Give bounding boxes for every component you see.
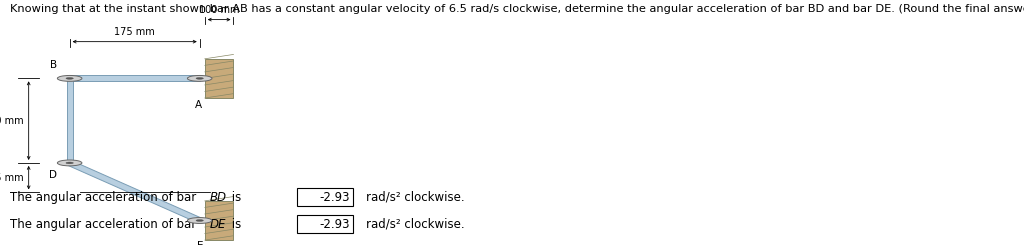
Text: rad/s² clockwise.: rad/s² clockwise. [366, 191, 464, 204]
Text: E: E [197, 241, 203, 245]
Text: 100 mm: 100 mm [199, 5, 240, 15]
Bar [297, 215, 353, 233]
Text: 75 mm: 75 mm [0, 173, 24, 183]
Text: BD: BD [210, 191, 227, 204]
Circle shape [57, 160, 82, 166]
Bar [205, 59, 233, 98]
Circle shape [66, 77, 74, 79]
Text: 175 mm: 175 mm [115, 27, 155, 37]
Circle shape [187, 218, 212, 223]
Circle shape [196, 77, 204, 79]
Text: A: A [195, 100, 202, 110]
Text: rad/s² clockwise.: rad/s² clockwise. [366, 218, 464, 231]
Text: -2.93: -2.93 [319, 218, 350, 231]
Text: -2.93: -2.93 [319, 191, 350, 204]
Bar [297, 188, 353, 206]
Text: Knowing that at the instant shown bar AB has a constant angular velocity of 6.5 : Knowing that at the instant shown bar AB… [10, 4, 1024, 14]
Text: The angular acceleration of bar: The angular acceleration of bar [10, 191, 201, 204]
Text: DE: DE [210, 218, 226, 231]
Circle shape [187, 75, 212, 81]
Text: 200 mm: 200 mm [0, 116, 24, 126]
Bar [205, 201, 233, 240]
Text: D: D [49, 170, 57, 180]
Circle shape [66, 162, 74, 164]
Polygon shape [67, 78, 73, 163]
Polygon shape [69, 160, 201, 223]
Text: The angular acceleration of bar: The angular acceleration of bar [10, 218, 201, 231]
Text: is: is [228, 191, 242, 204]
Circle shape [57, 75, 82, 81]
Polygon shape [70, 75, 200, 81]
Text: B: B [50, 60, 57, 70]
Text: is: is [228, 218, 242, 231]
Circle shape [196, 220, 204, 221]
